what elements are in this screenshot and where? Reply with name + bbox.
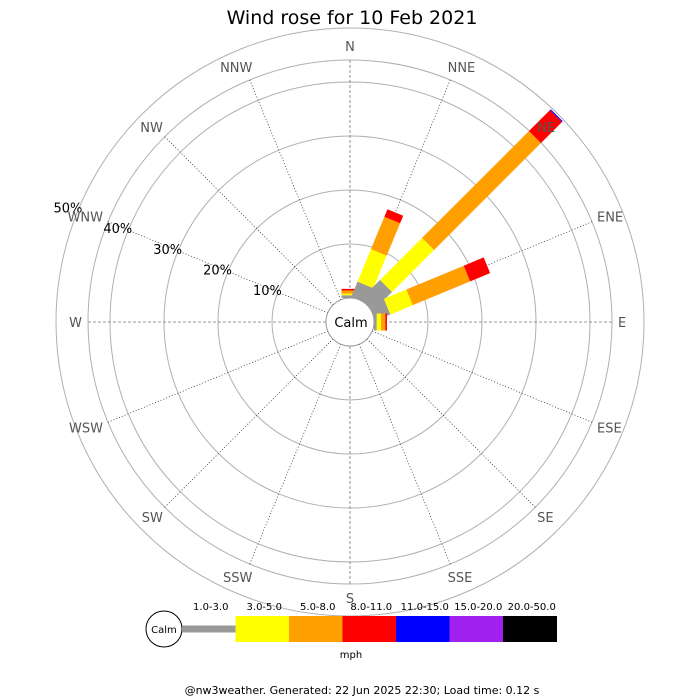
ring-label-10: 10%: [253, 284, 282, 299]
legend-swatch-15_0-20_0: [449, 616, 504, 642]
legend-swatch-11_0-15_0: [396, 616, 450, 642]
bar-ne-3_0-5_0: [380, 237, 435, 292]
spoke-se: [366, 338, 536, 508]
bar-ne-8_0-11_0: [528, 110, 562, 144]
ring-labels: 10% 20% 30% 40% 50%: [53, 201, 281, 299]
ring-label-20: 20%: [203, 263, 232, 278]
direction-label-ne: NE: [537, 121, 555, 136]
calm-circle: [325, 297, 375, 347]
direction-label-ene: ENE: [597, 210, 623, 225]
legend-label-5_0-8_0: 5.0-8.0: [300, 602, 335, 613]
legend-swatch-20_0-50_0: [503, 616, 557, 642]
direction-label-e: E: [618, 316, 626, 331]
speed-legend: Calm 1.0-3.0 3.0-5.0 5.0-8.0 8.0-11.0 11.0-15…: [145, 602, 557, 661]
legend-label-1_0-3_0: 1.0-3.0: [193, 602, 228, 613]
bar-ne-5_0-8_0: [422, 131, 541, 250]
legend-calm-label: Calm: [151, 625, 177, 636]
bar-e-3_0-5_0: [376, 313, 382, 331]
bar-e-5_0-8_0: [381, 313, 386, 331]
spoke-ese: [372, 330, 593, 423]
direction-label-ssw: SSW: [223, 571, 253, 586]
wind-bars: [341, 109, 563, 331]
legend-swatch-8_0-11_0: [342, 616, 397, 642]
legend-swatch-1_0-3_0: [182, 625, 236, 633]
ring-label-30: 30%: [153, 243, 182, 258]
legend-units: mph: [340, 650, 362, 661]
direction-label-s: S: [346, 592, 354, 607]
legend-label-15_0-20_0: 15.0-20.0: [454, 602, 502, 613]
direction-labels: N NNE NE ENE E ESE SE SSE S SSW SW WSW W WNW NW NNW: [68, 40, 627, 607]
legend-swatch-3_0-5_0: [235, 616, 290, 642]
spoke-nw: [164, 136, 334, 306]
bar-ene-5_0-8_0: [406, 265, 471, 306]
spoke-sw: [164, 338, 334, 508]
calm-label: Calm: [334, 316, 367, 331]
direction-label-se: SE: [537, 511, 553, 526]
legend-label-3_0-5_0: 3.0-5.0: [247, 602, 282, 613]
direction-label-n: N: [345, 40, 355, 55]
bar-ene-8_0-11_0: [463, 257, 491, 282]
direction-label-sse: SSE: [448, 571, 473, 586]
legend-label-20_0-50_0: 20.0-50.0: [508, 602, 556, 613]
grid-ring-1: [271, 243, 429, 401]
bar-ene-3_0-5_0: [383, 289, 413, 315]
direction-label-nnw: NNW: [220, 61, 252, 76]
chart-title: Wind rose for 10 Feb 2021: [227, 7, 478, 29]
direction-label-nw: NW: [140, 121, 163, 136]
direction-label-wsw: WSW: [69, 422, 103, 437]
footer-text: @nw3weather. Generated: 22 Jun 2025 22:3…: [185, 684, 540, 697]
bar-ne-1_0-3_0: [360, 279, 393, 312]
legend-label-11_0-15_0: 11.0-15.0: [401, 602, 449, 613]
ring-label-50: 50%: [53, 201, 82, 216]
ring-label-40: 40%: [103, 222, 132, 237]
bar-e-1_0-3_0: [374, 313, 377, 331]
direction-label-wnw: WNW: [68, 210, 104, 225]
bar-nne-3_0-5_0: [357, 249, 387, 289]
direction-label-sw: SW: [142, 511, 163, 526]
direction-label-nne: NNE: [448, 61, 476, 76]
spoke-ssw: [249, 344, 342, 565]
spoke-sse: [358, 344, 451, 565]
legend-swatch-5_0-8_0: [289, 616, 343, 642]
spoke-nnw: [249, 79, 342, 300]
spoke-wnw: [107, 221, 328, 314]
calm-indicator: Calm: [325, 297, 375, 347]
bar-e-8_0-11_0: [385, 313, 387, 331]
bar-ne-11_0-15_0: [549, 109, 563, 123]
polar-grid: [55, 27, 645, 617]
bar-nne-5_0-8_0: [370, 216, 401, 256]
legend-label-8_0-11_0: 8.0-11.0: [350, 602, 392, 613]
bar-nne-8_0-11_0: [384, 209, 404, 224]
spoke-wsw: [107, 330, 328, 423]
direction-label-ese: ESE: [597, 422, 622, 437]
direction-label-w: W: [69, 316, 82, 331]
